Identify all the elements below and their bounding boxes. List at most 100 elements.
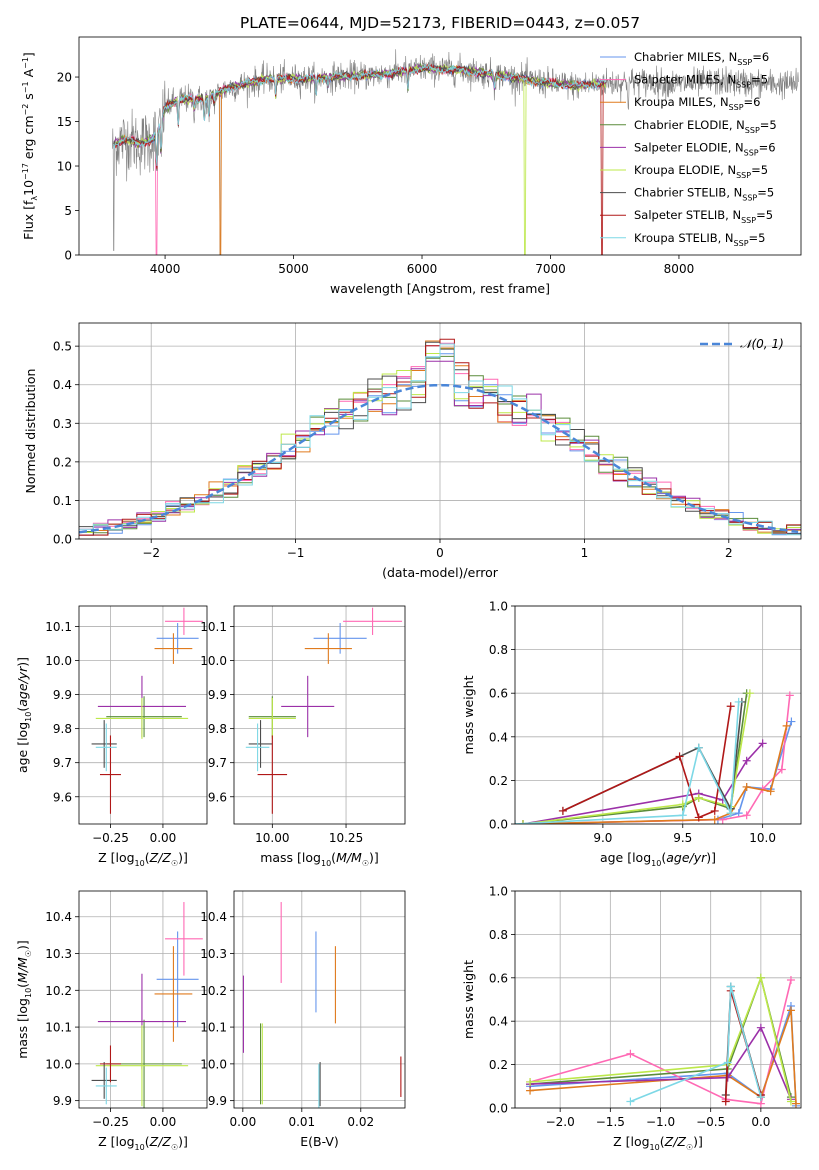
weight-series-salpeter-stelib xyxy=(558,702,735,822)
x-tick-label: 4000 xyxy=(150,262,181,276)
weight-point xyxy=(723,1073,732,1082)
legend-label: Salpeter STELIB, NSSP=5 xyxy=(634,208,773,225)
weight-point xyxy=(626,1049,635,1058)
weight-point xyxy=(726,809,735,818)
x-tick-label: −0.5 xyxy=(696,1115,725,1129)
y-tick-label: 0.8 xyxy=(489,928,508,942)
x-tick-label: 0 xyxy=(436,546,444,560)
x-tick-label: 0.00 xyxy=(150,831,177,845)
subplot-residuals: −2 −1 0 1 2 0.0 0.1 0.2 0.3 0.4 0.5 (data-model)/er… xyxy=(23,322,802,580)
legend-label: Kroupa STELIB, NSSP=5 xyxy=(634,231,765,248)
weight-point xyxy=(786,975,795,984)
y-tick-label: 9.9 xyxy=(53,1094,72,1108)
plot-area xyxy=(112,49,799,255)
y-tick-label: 9.7 xyxy=(208,756,227,770)
weight-point xyxy=(726,702,735,711)
model-fit-chabrier-stelib xyxy=(113,64,606,171)
y-tick-label: 0.1 xyxy=(53,494,72,508)
x-tick-label: 6000 xyxy=(407,262,438,276)
normal-curve xyxy=(79,383,799,534)
weight-line xyxy=(530,975,792,1102)
weight-series-kroupa-stelib xyxy=(515,697,743,824)
x-tick-label: −1.0 xyxy=(646,1115,675,1129)
x-tick-label: 8000 xyxy=(664,262,695,276)
y-tick-label: 10.0 xyxy=(200,654,227,668)
x-tick-label: −0.25 xyxy=(92,1115,129,1129)
errorbar-salpeter-miles xyxy=(343,607,403,635)
errorbar-kroupa-elodie xyxy=(248,697,296,739)
y-tick-label: 9.9 xyxy=(208,688,227,702)
x-tick-label: 9.0 xyxy=(593,831,612,845)
weight-point xyxy=(710,806,719,815)
legend: Chabrier MILES, NSSP=6 Salpeter MILES, NS… xyxy=(600,50,777,248)
residual-hist-salpeter-elodie xyxy=(79,360,801,536)
subplot-age-vs-Z: −0.25 0.00 9.6 9.7 9.8 9.9 10.0 10.1 Z [log10(Z/… xyxy=(15,605,208,868)
residual-hist-kroupa-stelib xyxy=(79,343,801,536)
weight-point xyxy=(678,811,687,820)
weight-point xyxy=(766,787,775,796)
weight-series-kroupa-elodie xyxy=(518,689,754,824)
errorbar-kroupa-stelib xyxy=(95,723,117,772)
x-axis-label: age [log10(age/yr)] xyxy=(600,850,716,868)
x-tick-label: 0.01 xyxy=(288,1115,315,1129)
y-tick-label: 0.6 xyxy=(489,971,508,985)
y-tick-label: 10.1 xyxy=(200,1021,227,1035)
legend-label: Kroupa MILES, NSSP=6 xyxy=(634,95,760,112)
x-tick-label: 9.5 xyxy=(673,831,692,845)
y-tick-label: 9.6 xyxy=(53,790,72,804)
y-tick-label: 20 xyxy=(57,71,72,85)
x-tick-label: 10.00 xyxy=(255,831,289,845)
x-tick-label: 10.25 xyxy=(329,831,363,845)
model-fit-kroupa-elodie xyxy=(113,63,606,255)
y-axis-label: mass weight xyxy=(461,675,476,754)
y-tick-label: 9.7 xyxy=(53,756,72,770)
weight-point xyxy=(723,1058,732,1067)
y-tick-label: 10.1 xyxy=(45,1021,72,1035)
plot-area xyxy=(515,689,796,824)
weight-line xyxy=(562,701,743,812)
y-tick-label: 0.0 xyxy=(489,1102,508,1116)
x-axis-label: mass [log10(M/M☉)] xyxy=(260,850,379,868)
errorbar-salpeter-stelib xyxy=(257,735,288,814)
errorbar-kroupa-stelib xyxy=(245,723,270,772)
weight-point xyxy=(734,697,743,706)
legend-label: Salpeter MILES, NSSP=5 xyxy=(634,73,768,90)
errorbar-salpeter-miles xyxy=(165,607,203,635)
x-tick-label: −1.5 xyxy=(596,1115,625,1129)
weight-point xyxy=(785,691,794,700)
y-tick-label: 10.1 xyxy=(200,620,227,634)
y-axis-label: Normed distribution xyxy=(23,369,38,494)
x-tick-label: 0.00 xyxy=(229,1115,256,1129)
weight-point xyxy=(675,752,684,761)
weight-point xyxy=(742,756,751,765)
errorbar-salpeter-stelib xyxy=(99,735,121,814)
x-tick-label: −1 xyxy=(287,546,305,560)
axes-frame xyxy=(78,36,802,256)
y-tick-label: 10.2 xyxy=(45,984,72,998)
weight-series-kroupa-stelib xyxy=(626,982,765,1106)
y-tick-label: 10.1 xyxy=(45,620,72,634)
weight-series-chabrier-stelib xyxy=(558,697,746,815)
y-tick-label: 0.2 xyxy=(53,455,72,469)
weight-point xyxy=(758,739,767,748)
axes-frame xyxy=(514,605,802,825)
x-axis-label: Z [log10(Z/Z☉)] xyxy=(98,850,188,868)
errorbar-chabrier-stelib xyxy=(248,720,273,768)
y-tick-label: 0.0 xyxy=(53,533,72,547)
errorbar-chabrier-miles xyxy=(156,931,199,1028)
subplot-mass-vs-EBV: 0.00 0.01 0.02 9.9 10.0 10.1 10.2 10.3 10.4 E(B-V… xyxy=(200,890,406,1149)
weight-series-kroupa-miles xyxy=(518,721,791,824)
subplot-weight-vs-age: 9.0 9.5 10.0 0.0 0.2 0.4 0.6 0.8 1.0 age [log10(a… xyxy=(461,600,802,868)
weight-line xyxy=(522,695,791,824)
y-tick-label: 0 xyxy=(64,249,72,263)
y-axis-label: mass weight xyxy=(461,960,476,1039)
weight-point xyxy=(694,793,703,802)
y-tick-label: 0.8 xyxy=(489,643,508,657)
weight-point xyxy=(777,765,786,774)
x-tick-label: −2.0 xyxy=(546,1115,575,1129)
weight-point xyxy=(694,813,703,822)
y-tick-label: 0.6 xyxy=(489,687,508,701)
x-tick-label: −0.25 xyxy=(92,831,129,845)
